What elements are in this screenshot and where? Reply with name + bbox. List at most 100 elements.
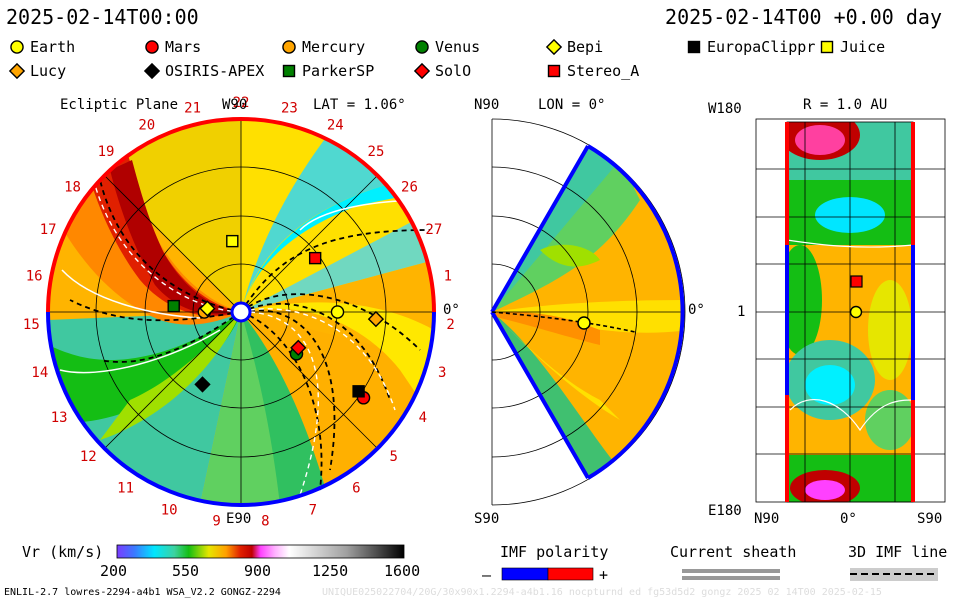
- carrington-label-24: 24: [327, 117, 344, 133]
- legend-item-solo: SolO: [413, 62, 471, 80]
- current-sheet-line: [59, 199, 431, 374]
- carrington-label-15: 15: [23, 317, 40, 333]
- square-icon: [282, 64, 296, 78]
- legend-label: Earth: [30, 38, 76, 56]
- carrington-label-4: 4: [419, 410, 427, 426]
- meridional-edge-top: [490, 144, 590, 314]
- legend-item-mercury: Mercury: [280, 38, 365, 56]
- ecliptic-bottom-label: E90: [226, 511, 252, 527]
- legend-label: Lucy: [30, 62, 67, 80]
- legend-label: OSIRIS-APEX: [165, 62, 265, 80]
- carrington-label-1: 1: [444, 269, 452, 285]
- colorbar-tick-4: 1600: [384, 562, 421, 580]
- legend-item-lucy: Lucy: [8, 62, 66, 80]
- legend-item-venus: Venus: [413, 38, 480, 56]
- legend-item-parkersp: ParkerSP: [280, 62, 374, 80]
- carrington-label-10: 10: [161, 502, 178, 518]
- sphere-bottom-right: S90: [917, 511, 943, 527]
- carrington-label-16: 16: [26, 269, 43, 285]
- legend-label: Mercury: [302, 38, 366, 56]
- imf-polarity-minus: –: [482, 566, 492, 584]
- carrington-label-7: 7: [309, 502, 317, 518]
- ecliptic-lat-label: LAT = 1.06°: [313, 97, 406, 113]
- body-earth-marker: [330, 305, 345, 319]
- circle-icon: [10, 40, 24, 54]
- vr-colorbar: [116, 544, 405, 559]
- sphere-bottom-mid: 0°: [840, 511, 857, 527]
- body-juice-marker: [226, 234, 239, 248]
- sphere-stereo-a-marker: [850, 275, 863, 288]
- footer-right: UNIQUE025022704/20G/30x90x1.2294-a4b1.16…: [322, 587, 882, 598]
- body-stereo-a-marker: [308, 251, 322, 265]
- imf-polarity-label: IMF polarity: [500, 543, 609, 561]
- diamond-icon: [143, 62, 161, 80]
- legend-label: SolO: [435, 62, 472, 80]
- diamond-icon: [413, 62, 431, 80]
- imf-field-lines-white: [94, 184, 396, 496]
- carrington-label-6: 6: [352, 480, 360, 496]
- meridional-bottom-label: S90: [474, 511, 500, 527]
- meridional-right-label: 0°: [688, 302, 705, 318]
- legend-item-bepi: Bepi: [545, 38, 603, 56]
- carrington-label-27: 27: [425, 222, 442, 238]
- imf-line-label: 3D IMF line: [848, 543, 948, 561]
- imf-polarity-plus: +: [599, 566, 609, 584]
- polarity-rim-positive: [46, 117, 436, 313]
- sphere-bottom-left: N90: [754, 511, 780, 527]
- legend-item-earth: Earth: [8, 38, 75, 56]
- legend-label: Stereo_A: [567, 62, 640, 80]
- legend-label: EuropaClippr: [707, 38, 816, 56]
- meridional-earth-marker: [577, 316, 591, 330]
- sphere-current-sheet: [786, 239, 914, 432]
- square-icon: [547, 64, 561, 78]
- meridional-field-line: [491, 311, 636, 333]
- carrington-label-12: 12: [80, 449, 97, 465]
- legend-label: Mars: [165, 38, 202, 56]
- meridional-panel: [490, 118, 686, 506]
- body-bepi-marker: [199, 300, 216, 317]
- carrington-label-26: 26: [401, 180, 418, 196]
- sphere-bottom-label: E180: [708, 503, 742, 519]
- legend-label: Bepi: [567, 38, 604, 56]
- carrington-label-18: 18: [64, 180, 81, 196]
- carrington-label-25: 25: [368, 144, 385, 160]
- carrington-label-3: 3: [438, 365, 446, 381]
- body-osiris-apex-marker: [194, 376, 211, 393]
- meridional-speed-field: [492, 146, 683, 478]
- legend-item-mars: Mars: [143, 38, 201, 56]
- meridional-rim: [586, 144, 685, 480]
- legend-item-europaclippr: EuropaClippr: [685, 38, 815, 56]
- footer-left: ENLIL-2.7 lowres-2294-a4b1 WSA_V2.2 GONG…: [4, 587, 281, 598]
- ecliptic-top-label: W90: [222, 97, 248, 113]
- legend-item-osiris-apex: OSIRIS-APEX: [143, 62, 264, 80]
- header-datetime: 2025-02-14T00:00: [6, 5, 199, 29]
- polarity-rim-negative: [46, 311, 436, 507]
- circle-icon: [415, 40, 429, 54]
- colorbar-tick-3: 1250: [312, 562, 349, 580]
- carrington-label-5: 5: [390, 449, 398, 465]
- carrington-label-21: 21: [184, 101, 201, 117]
- colorbar-label: Vr (km/s): [22, 543, 104, 561]
- carrington-label-19: 19: [98, 144, 115, 160]
- ecliptic-bodies: [167, 234, 385, 405]
- carrington-label-22: 22: [233, 95, 250, 111]
- meridional-edge-bottom: [490, 310, 590, 480]
- body-parkersp-marker: [167, 299, 180, 313]
- carrington-label-11: 11: [117, 480, 134, 496]
- imf-positive-swatch: [547, 567, 594, 581]
- colorbar-tick-0: 200: [100, 562, 128, 580]
- circle-icon: [145, 40, 159, 54]
- sphere-earth-marker: [849, 305, 863, 319]
- body-europaclippr-marker: [352, 385, 365, 398]
- header-offset: 2025-02-14T00 +0.00 day: [665, 5, 942, 29]
- legend-item-stereo-a: Stereo_A: [545, 62, 639, 80]
- current-sheath-label: Current sheath: [670, 543, 797, 561]
- legend-label: Juice: [840, 38, 886, 56]
- colorbar-tick-2: 900: [244, 562, 272, 580]
- legend-item-juice: Juice: [818, 38, 885, 56]
- carrington-label-23: 23: [281, 101, 298, 117]
- carrington-label-8: 8: [261, 514, 269, 530]
